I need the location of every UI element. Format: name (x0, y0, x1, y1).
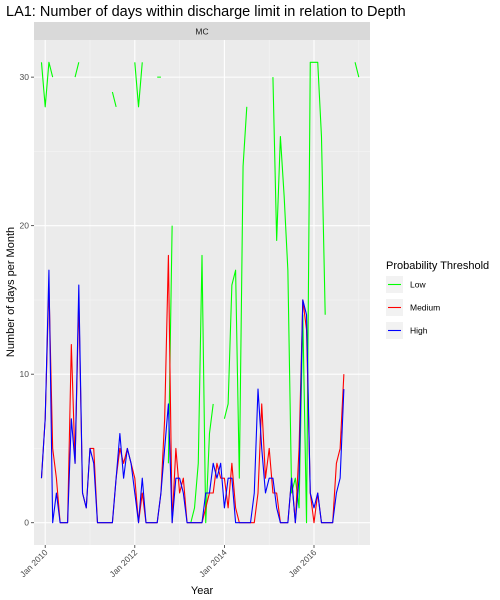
chart-title: LA1: Number of days within discharge lim… (6, 4, 406, 20)
legend: Probability Threshold Low Medium High (386, 260, 489, 339)
facet-strip-label: MC (195, 27, 208, 37)
series-line-high (40, 269, 345, 524)
y-axis-title: Number of days per Month (5, 227, 17, 357)
x-tick-label: Jan 2014 (197, 547, 229, 579)
legend-label-low: Low (410, 280, 426, 290)
x-axis: Jan 2010 Jan 2012 Jan 2014 Jan 2016 (18, 545, 319, 579)
x-tick-label: Jan 2012 (107, 547, 139, 579)
x-tick-label: Jan 2010 (18, 547, 50, 579)
y-tick-label: 30 (20, 72, 30, 82)
x-axis-title: Year (191, 585, 214, 597)
x-tick-label: Jan 2016 (287, 547, 319, 579)
series-lines (40, 61, 360, 524)
series-line-low (40, 61, 360, 524)
legend-title: Probability Threshold (386, 260, 489, 272)
y-tick-label: 20 (20, 221, 30, 231)
legend-label-medium: Medium (410, 303, 440, 313)
facet-strip (34, 22, 370, 40)
y-tick-label: 0 (24, 518, 29, 528)
legend-label-high: High (410, 326, 428, 336)
y-tick-label: 10 (20, 369, 30, 379)
y-axis: 0 10 20 30 (20, 72, 34, 528)
